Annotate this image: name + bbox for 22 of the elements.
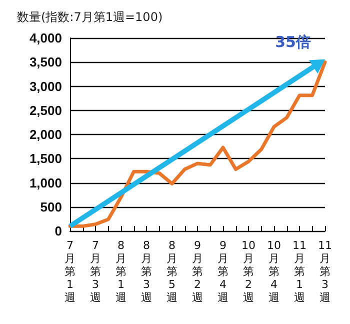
x-tick-label: 8月第1週 bbox=[116, 239, 126, 304]
x-tick-label: 7月第1週 bbox=[64, 239, 76, 304]
x-tick-label: 10月第2週 bbox=[242, 239, 256, 304]
y-tick-label: 2,500 bbox=[29, 102, 62, 118]
y-tick-label: 2,000 bbox=[29, 127, 62, 142]
x-tick-label: 10月第4週 bbox=[267, 239, 281, 304]
x-tick-label: 9月第2週 bbox=[192, 239, 203, 304]
x-tick-label: 7月第3週 bbox=[90, 239, 101, 304]
y-tick-label: 0 bbox=[54, 224, 62, 238]
x-tick-label: 8月第5週 bbox=[166, 239, 178, 304]
x-tick-label: 9月第4週 bbox=[218, 239, 228, 304]
x-tick-label: 11月第1週 bbox=[292, 239, 306, 304]
y-tick-label: 1,000 bbox=[29, 175, 62, 190]
chart-title: 数量(指数:7月第1週=100) bbox=[17, 10, 163, 24]
annotation: 35倍 bbox=[275, 33, 311, 52]
y-tick-label: 500 bbox=[40, 199, 62, 214]
y-tick-label: 3,000 bbox=[29, 78, 62, 94]
x-tick-label: 11月第3週 bbox=[318, 239, 332, 304]
y-tick-label: 3,500 bbox=[29, 54, 62, 70]
y-tick-label: 4,000 bbox=[29, 30, 62, 46]
y-tick-label: 1,500 bbox=[29, 151, 62, 166]
x-tick-label: 8月第3週 bbox=[141, 239, 152, 304]
